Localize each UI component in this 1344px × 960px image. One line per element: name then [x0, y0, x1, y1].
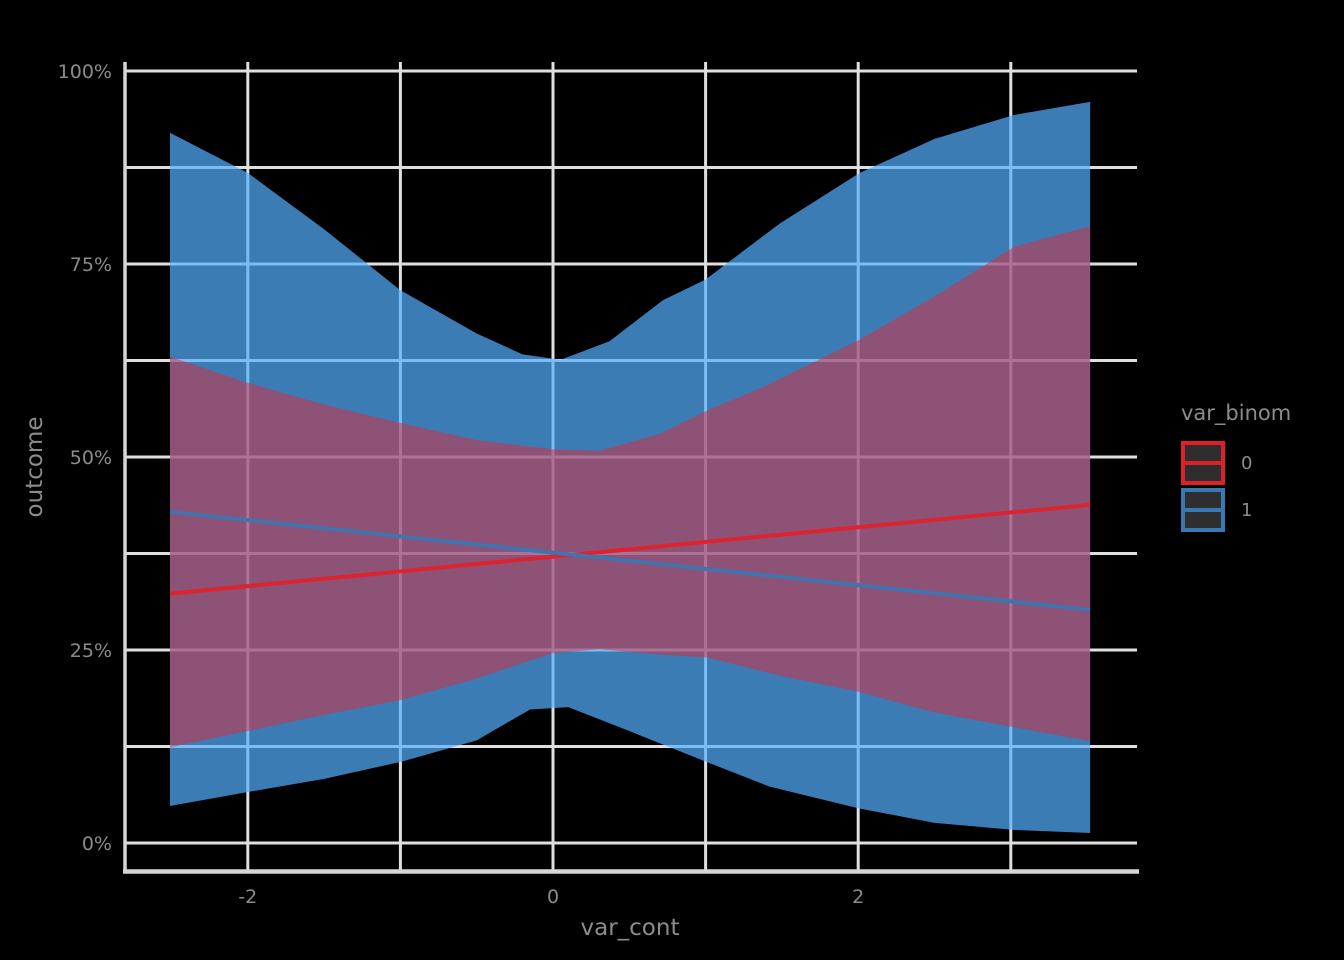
- legend: var_binom 0 1: [1181, 401, 1291, 535]
- legend-key-0: [1181, 441, 1225, 485]
- x-tick-label: -2: [238, 886, 257, 908]
- x-tick-labels: -2 0 2: [238, 886, 864, 908]
- legend-title: var_binom: [1181, 401, 1292, 425]
- y-tick-label: 100%: [58, 61, 112, 83]
- legend-key-line-0: [1185, 461, 1221, 465]
- confidence-ribbons: [169, 101, 1091, 833]
- fit-line-var-binom-1: [169, 509, 1091, 612]
- x-tick-label: 2: [852, 886, 864, 908]
- y-axis-title: outcome: [22, 417, 48, 518]
- x-axis-title: var_cont: [581, 915, 680, 941]
- legend-entry-label: 1: [1241, 499, 1253, 521]
- legend-entry-0: 0: [1181, 441, 1291, 485]
- y-tick-label: 75%: [70, 254, 112, 276]
- y-tick-label: 50%: [70, 447, 112, 469]
- legend-entry-1: 1: [1181, 488, 1291, 532]
- legend-entry-label: 0: [1241, 452, 1253, 474]
- axis-lines: [123, 62, 1139, 874]
- ribbon-var-binom-0: [169, 226, 1091, 748]
- y-tick-labels: 0% 25% 50% 75% 100%: [58, 61, 112, 855]
- y-tick-label: 25%: [70, 640, 112, 662]
- legend-key-line-1: [1185, 508, 1221, 512]
- regression-lines: [169, 502, 1091, 612]
- y-tick-label: 0%: [82, 833, 112, 855]
- fit-line-var-binom-0: [169, 502, 1091, 596]
- x-tick-label: 0: [547, 886, 559, 908]
- legend-key-1: [1181, 488, 1225, 532]
